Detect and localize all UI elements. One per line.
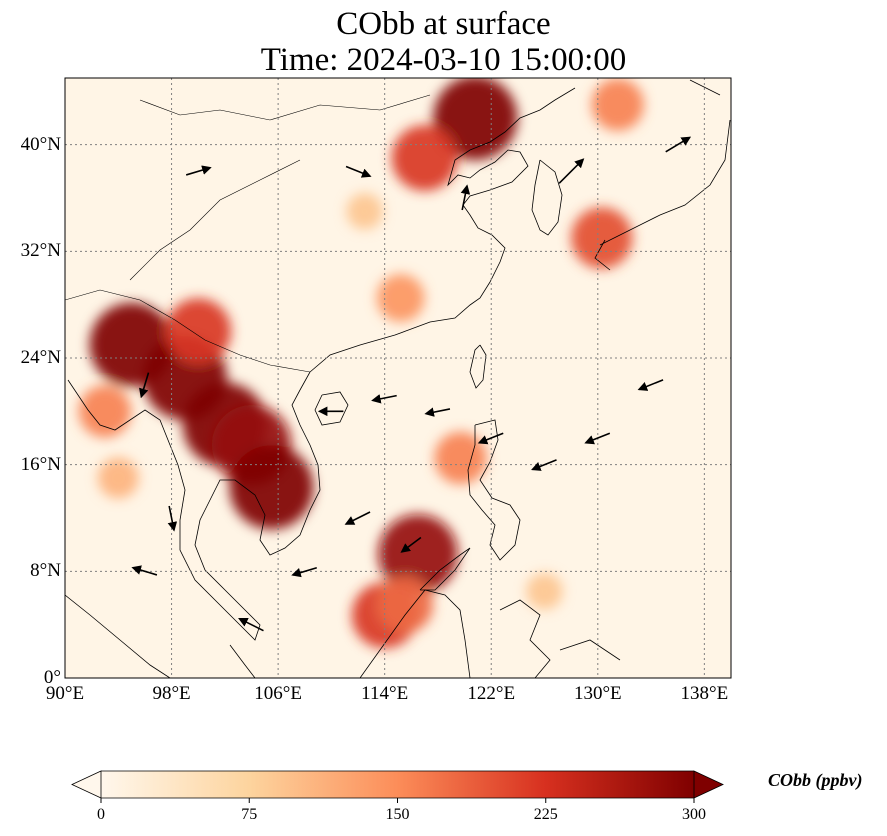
wind-vectors: [131, 136, 692, 632]
cobb-concentration-field: [78, 78, 644, 649]
x-tick-label: 106°E: [254, 683, 302, 704]
y-tick-label: 16°N: [20, 453, 61, 475]
colorbar-extend-high: [693, 770, 724, 799]
plume-9: [391, 125, 458, 191]
x-tick-label: 130°E: [573, 683, 622, 704]
plume-11: [378, 514, 458, 594]
wind-arrow-13: [131, 565, 158, 576]
wind-arrow-7: [584, 432, 611, 445]
plume-13: [376, 576, 434, 634]
map-frame: [64, 77, 732, 679]
map-time-subtitle: Time: 2024-03-10 15:00:00: [260, 42, 627, 78]
wind-arrow-8: [637, 379, 664, 391]
wind-arrow-12: [238, 617, 264, 632]
wind-arrow-6: [531, 459, 557, 471]
wind-arrow-3: [371, 394, 397, 404]
colorbar-tick-label: 75: [241, 806, 258, 823]
coastlines: [65, 79, 731, 678]
y-tick-label: 8°N: [30, 560, 61, 582]
plume-6: [78, 385, 132, 438]
plume-8: [433, 78, 518, 160]
plume-5: [165, 298, 232, 365]
y-tick-label: 0°: [43, 667, 61, 688]
wind-arrow-17: [558, 158, 585, 184]
wind-arrow-14: [345, 165, 372, 178]
colorbar-tick-label: 300: [682, 806, 706, 823]
y-tick-label: 32°N: [20, 240, 61, 262]
wind-arrow-18: [665, 136, 692, 153]
y-tick-label: 40°N: [20, 133, 61, 155]
colorbar: [71, 770, 724, 803]
wind-arrow-11: [291, 566, 317, 578]
plume-7: [97, 457, 139, 499]
gridlines: [65, 78, 731, 678]
plume-17: [346, 193, 383, 230]
x-tick-label: 98°E: [152, 683, 191, 704]
x-tick-label: 114°E: [361, 683, 409, 704]
plume-15: [376, 274, 425, 322]
colorbar-gradient: [101, 771, 694, 798]
plume-10: [571, 207, 633, 269]
colorbar-tick-label: 225: [533, 806, 558, 823]
wind-arrow-9: [344, 511, 371, 525]
y-tick-label: 24°N: [20, 347, 61, 368]
colorbar-extend-low: [71, 770, 102, 799]
plume-4: [229, 445, 314, 530]
wind-arrow-1: [167, 505, 178, 532]
colorbar-title: CObb (ppbv): [768, 770, 863, 790]
x-tick-label: 90°E: [45, 683, 85, 704]
colorbar-tick-label: 0: [97, 806, 105, 823]
wind-arrow-10: [400, 536, 422, 553]
wind-arrow-4: [424, 407, 451, 417]
wind-arrow-5: [477, 432, 504, 445]
plume-14: [434, 431, 487, 485]
colorbar-tick-label: 150: [385, 806, 410, 823]
wind-arrow-0: [139, 372, 150, 399]
x-tick-label: 122°E: [467, 683, 516, 704]
wind-arrow-15: [185, 165, 212, 176]
plume-16: [526, 573, 563, 610]
map-title: CObb at surface: [336, 6, 551, 42]
x-tick-label: 138°E: [680, 683, 729, 704]
plume-18: [591, 78, 644, 131]
plume-1: [89, 302, 174, 387]
wind-arrow-16: [460, 184, 471, 211]
